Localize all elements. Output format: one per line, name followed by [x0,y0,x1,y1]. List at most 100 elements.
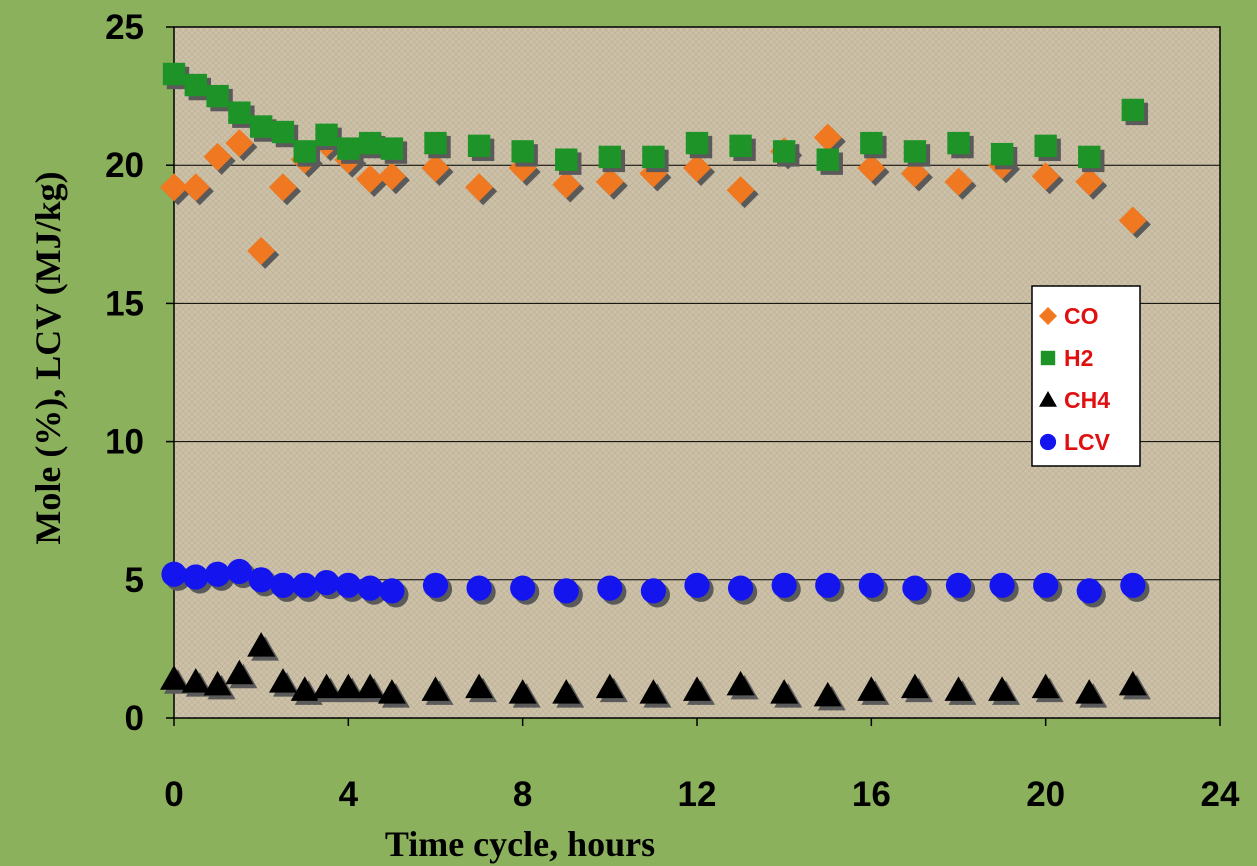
point-co [160,173,192,206]
point-ch4-shape [1031,673,1060,699]
tick-label-y: 0 [125,699,144,738]
point-co [944,167,977,200]
point-lcv [858,572,888,602]
point-ch4-shape [944,676,973,701]
legend-item-lcv: LCV [1039,429,1111,455]
point-lcv-shape [727,575,754,601]
point-ch4-shape [247,632,276,657]
legend-label-lcv: LCV [1064,429,1111,455]
point-co-shape [160,173,188,202]
point-lcv-shape [815,572,841,598]
point-h2-shape [598,145,622,169]
point-h2-shape [947,131,970,155]
point-co [1118,206,1151,239]
point-h2-shape [990,142,1014,166]
legend-marker-h2 [1040,350,1056,366]
point-co-shape [683,153,711,182]
point-ch4 [1118,670,1151,700]
point-co-shape [1118,206,1147,235]
point-h2 [511,140,538,167]
point-lcv-shape [989,572,1015,598]
tick-label-x: 20 [1026,775,1065,814]
point-h2 [380,137,408,164]
point-co [465,173,498,206]
point-h2 [642,145,669,173]
point-h2 [816,148,843,175]
point-lcv-shape [161,561,187,587]
point-ch4 [857,676,890,705]
point-ch4 [290,676,323,705]
point-h2-shape [555,148,578,171]
point-ch4-shape [356,673,385,699]
point-lcv [1120,572,1150,602]
point-h2-shape [903,140,927,163]
point-h2 [293,140,320,167]
point-lcv-shape [422,572,449,598]
point-co-shape [356,165,385,194]
point-co [683,153,715,186]
point-lcv [422,572,453,602]
point-ch4 [988,676,1021,705]
point-ch4-shape [334,673,363,699]
point-ch4-shape [508,679,537,704]
point-h2 [860,131,887,159]
point-lcv-shape [510,575,536,601]
point-ch4 [465,673,498,703]
point-ch4-shape [857,676,886,701]
point-ch4-shape [639,679,668,704]
point-lcv-shape [902,575,928,601]
point-ch4 [247,632,280,661]
point-lcv-shape [226,558,252,585]
point-ch4-shape [900,673,929,699]
point-lcv-shape [183,564,209,590]
point-lcv [945,572,976,602]
point-co-shape [465,173,494,202]
point-ch4 [508,679,541,708]
point-lcv [815,572,845,602]
point-co-shape [203,142,232,171]
legend-label-ch4: CH4 [1064,387,1110,413]
point-lcv-shape [771,572,797,598]
point-co-shape [552,170,581,199]
point-ch4-shape [268,668,297,693]
point-h2 [903,140,931,167]
point-co [726,176,759,209]
point-lcv [466,575,496,605]
point-ch4-shape [726,670,755,696]
point-h2 [358,131,386,159]
point-lcv [597,575,627,605]
point-ch4-shape [683,676,711,701]
point-ch4-shape [813,681,842,707]
point-h2-shape [1034,134,1057,158]
point-h2-shape [337,137,360,160]
point-h2 [772,140,800,167]
point-ch4 [900,673,933,703]
point-ch4 [203,670,236,700]
point-h2-shape [772,140,796,163]
tick-label-x: 4 [339,775,359,814]
point-h2-shape [315,123,338,146]
legend: CO H2 CH4 LCV [1031,285,1141,467]
point-ch4-shape [1075,679,1104,704]
legend-marker-lcv [1039,433,1057,451]
point-ch4-shape [203,670,232,696]
legend-marker-ch4 [1039,391,1057,407]
point-h2 [729,134,756,162]
tick-label-x: 12 [678,775,717,814]
point-h2 [598,145,626,173]
point-ch4 [552,679,585,708]
point-h2 [162,62,190,90]
point-co-shape [268,173,297,202]
point-lcv-shape [1033,572,1059,598]
point-lcv-shape [313,569,340,596]
point-ch4-shape [595,673,624,699]
point-co [595,167,628,200]
point-ch4 [726,670,759,700]
point-h2-shape [511,140,534,163]
point-h2 [228,101,255,128]
point-h2-shape [424,131,447,155]
point-lcv-shape [466,575,492,601]
tick-label-y: 20 [105,146,144,185]
point-lcv [727,575,758,605]
point-ch4 [595,673,628,703]
